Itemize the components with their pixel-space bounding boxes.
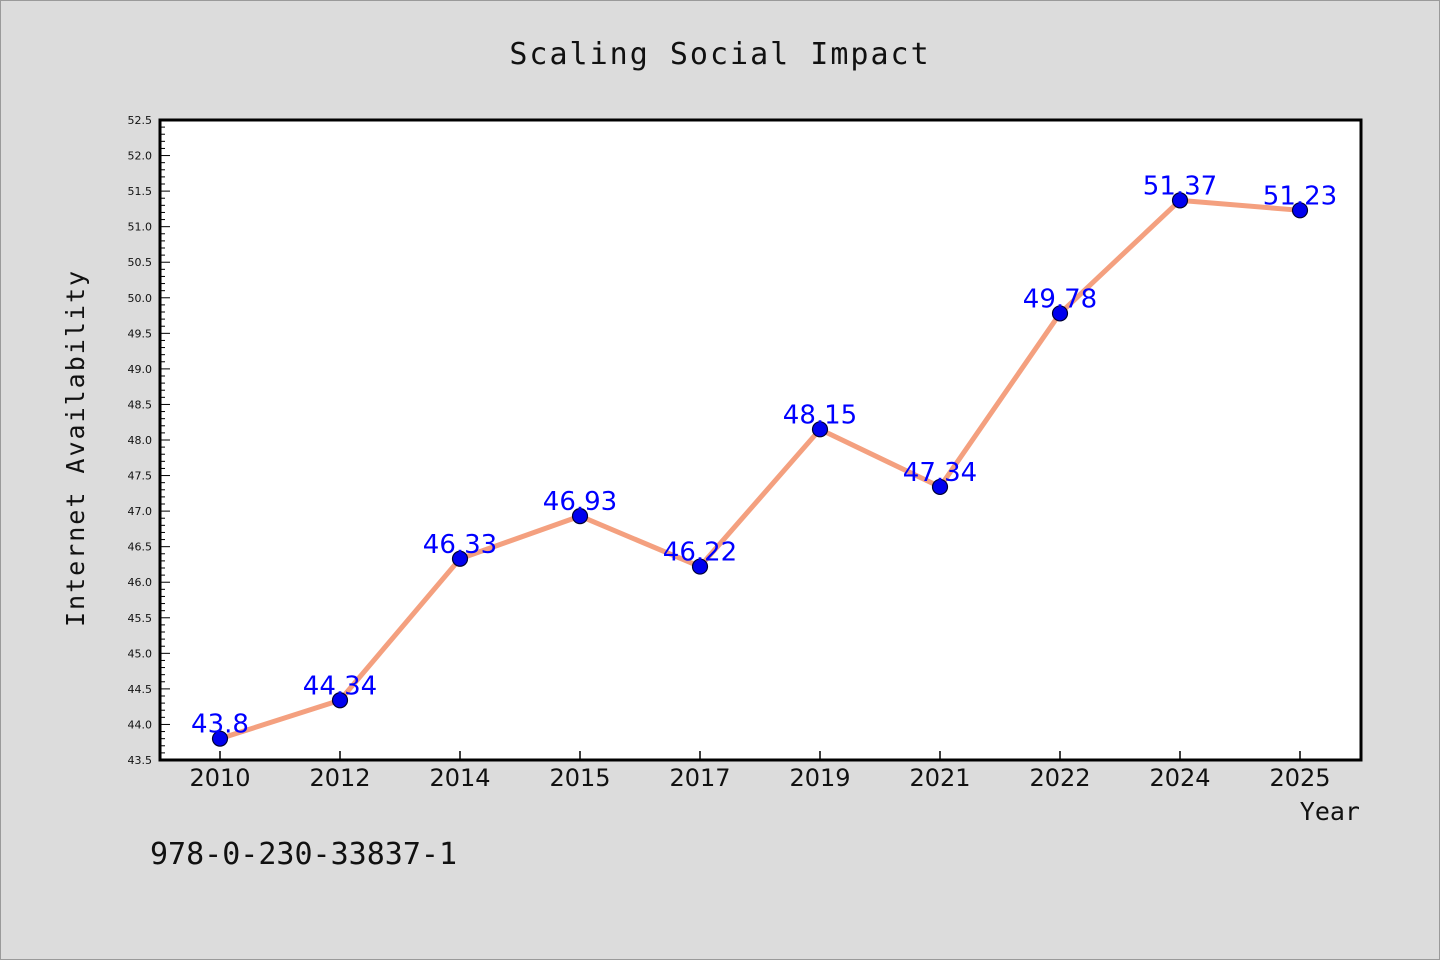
x-tick-label: 2015 [549, 764, 610, 792]
y-tick-label: 48.0 [128, 434, 153, 447]
y-tick-label: 52.0 [128, 150, 153, 163]
x-axis-label: Year [1300, 797, 1360, 826]
x-tick-label: 2010 [189, 764, 250, 792]
data-point [451, 550, 469, 567]
y-tick-label: 43.5 [128, 754, 153, 767]
data-label: 44.34 [303, 671, 377, 701]
y-tick-label: 44.5 [128, 683, 153, 696]
data-label: 51.37 [1143, 171, 1217, 201]
data-label: 49.78 [1023, 284, 1097, 314]
data-points [211, 192, 1309, 747]
y-tick-label: 51.0 [128, 221, 153, 234]
x-tick-label: 2019 [789, 764, 850, 792]
y-tick-label: 47.5 [128, 470, 153, 483]
x-tick-label: 2024 [1149, 764, 1210, 792]
y-tick-label: 50.0 [128, 292, 153, 305]
y-tick-label: 46.5 [128, 541, 153, 554]
y-tick-label: 50.5 [128, 256, 153, 269]
y-tick-label: 44.0 [128, 718, 153, 731]
y-tick-label: 45.5 [128, 612, 153, 625]
y-tick-label: 47.0 [128, 505, 153, 518]
data-label: 43.8 [191, 710, 249, 740]
x-tick-label: 2025 [1269, 764, 1330, 792]
footer-code: 978-0-230-33837-1 [150, 837, 457, 872]
data-label: 46.22 [663, 538, 737, 568]
data-point [1291, 202, 1309, 219]
data-labels: 43.8 44.34 46.33 46.93 46.22 48.15 47.34 49.78 5… [191, 171, 1337, 739]
y-tick-label: 48.5 [128, 398, 153, 411]
data-point [571, 507, 589, 525]
x-tick-label: 2021 [909, 764, 970, 792]
x-tick-label: 2017 [669, 764, 730, 792]
plot-area [158, 118, 1363, 762]
y-tick-label: 46.0 [128, 576, 153, 589]
data-point [811, 421, 829, 438]
y-tick-label: 49.5 [128, 327, 153, 340]
data-point [1051, 305, 1069, 322]
chart-title: Scaling Social Impact [509, 37, 930, 72]
x-axis: 2010 2012 2014 2015 2017 2019 2021 2022 2024 2025 [189, 751, 1331, 792]
x-tick-label: 2014 [429, 764, 490, 792]
data-point [1171, 192, 1189, 209]
data-point [691, 558, 709, 575]
data-label: 46.33 [423, 530, 497, 560]
data-label: 51.23 [1263, 181, 1337, 211]
data-point [931, 478, 949, 496]
data-point [331, 692, 349, 709]
y-tick-label: 45.0 [128, 647, 153, 660]
data-label: 48.15 [783, 400, 857, 430]
series-line [217, 197, 1303, 742]
data-label: 46.93 [543, 487, 617, 517]
data-point [211, 730, 229, 747]
y-axis: 43.5 44.0 44.5 45.0 45.5 46.0 46.5 47.0 47.5 48.0… [128, 114, 170, 767]
y-tick-label: 52.5 [128, 114, 153, 127]
y-axis-label: Internet Availability [61, 269, 90, 627]
data-label: 47.34 [903, 458, 977, 488]
x-tick-label: 2022 [1029, 764, 1090, 792]
y-tick-label: 51.5 [128, 185, 153, 198]
x-tick-label: 2012 [309, 764, 370, 792]
y-tick-label: 49.0 [128, 363, 153, 376]
